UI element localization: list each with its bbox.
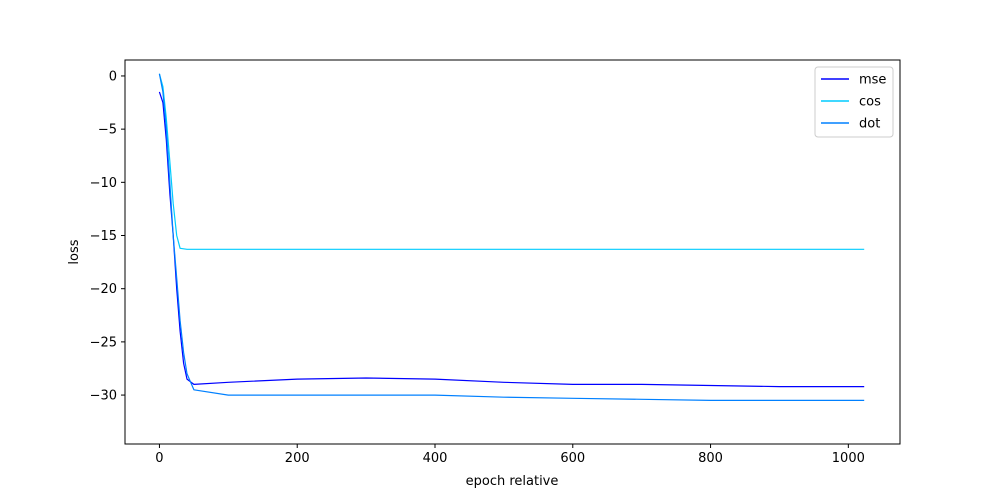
x-tick-label: 200 — [285, 451, 310, 466]
y-axis-ticks: 0 −5 −10 −15 −20 −25 −30 — [90, 69, 125, 404]
x-tick-label: 400 — [423, 451, 448, 466]
legend-label-dot: dot — [859, 117, 880, 132]
legend-box — [814, 66, 894, 138]
plot-series — [158, 73, 865, 401]
legend: mse cos dot — [814, 66, 894, 138]
y-tick-label: −25 — [90, 335, 117, 350]
x-tick-label: 1000 — [832, 451, 865, 466]
series-line-dot — [158, 73, 865, 401]
series-line-cos — [158, 73, 865, 250]
y-tick-label: −15 — [90, 229, 117, 244]
plot-frame — [124, 59, 901, 445]
y-tick-label: −30 — [90, 389, 117, 404]
legend-label-mse: mse — [859, 73, 886, 88]
legend-label-cos: cos — [859, 95, 881, 110]
y-tick-label: −5 — [98, 123, 117, 138]
y-tick-label: −10 — [90, 176, 117, 191]
y-axis-label: loss — [67, 239, 82, 264]
x-tick-label: 600 — [560, 451, 585, 466]
x-axis-ticks: 0 200 400 600 800 1000 — [155, 444, 865, 466]
x-tick-label: 0 — [155, 451, 163, 466]
y-tick-label: 0 — [109, 69, 117, 84]
y-tick-label: −20 — [90, 282, 117, 297]
x-tick-label: 800 — [698, 451, 723, 466]
x-axis-label: epoch relative — [466, 474, 559, 489]
